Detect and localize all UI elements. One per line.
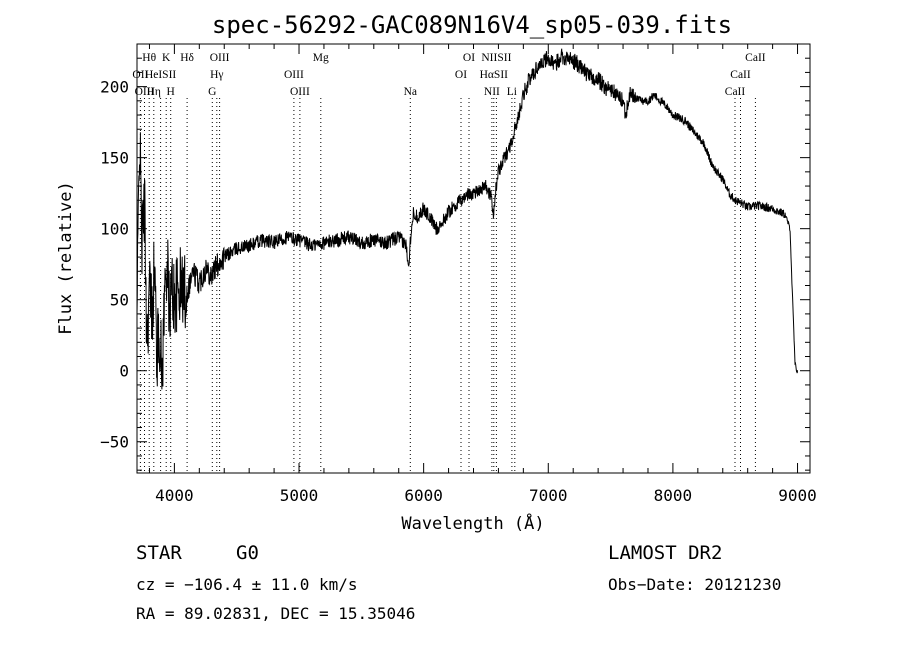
spectral-line-label: OI bbox=[463, 52, 475, 64]
spectral-line-label: Hγ bbox=[210, 69, 223, 81]
y-axis: −50 0 50 100 150 200 bbox=[100, 57, 810, 471]
spectral-line-label: CaII bbox=[730, 69, 751, 81]
spectral-line-label: CaII bbox=[725, 86, 746, 98]
spectral-line-label: HαSII bbox=[480, 69, 509, 81]
y-tick-label: −50 bbox=[100, 433, 129, 452]
y-tick-label: 0 bbox=[119, 362, 129, 381]
object-subclass: G0 bbox=[236, 542, 259, 564]
spectral-line-label: CaII bbox=[745, 52, 766, 64]
y-tick-label: 150 bbox=[100, 149, 129, 168]
spectral-line-label: OI bbox=[455, 69, 467, 81]
spectral-line-label: K bbox=[162, 52, 171, 64]
x-tick-label: 7000 bbox=[529, 486, 568, 505]
x-axis: 4000 5000 6000 7000 8000 9000 bbox=[148, 44, 817, 505]
y-tick-label: 100 bbox=[100, 220, 129, 239]
spectral-line-label: NIISII bbox=[481, 52, 511, 64]
spectral-line-label: Hδ bbox=[180, 52, 194, 64]
spectral-line-label: OIII bbox=[210, 52, 230, 64]
y-tick-label: 200 bbox=[100, 78, 129, 97]
spectral-line-label: OIII bbox=[290, 86, 310, 98]
x-tick-label: 5000 bbox=[280, 486, 319, 505]
spectral-line-label: NII bbox=[484, 86, 500, 98]
redshift-text: cz = −106.4 ± 11.0 km/s bbox=[136, 575, 358, 594]
survey-label: LAMOST DR2 bbox=[608, 542, 723, 564]
x-tick-label: 6000 bbox=[404, 486, 443, 505]
spectrum-series-line bbox=[136, 48, 799, 390]
x-tick-label: 4000 bbox=[155, 486, 194, 505]
spectral-line-label: Li bbox=[507, 86, 517, 98]
x-axis-label: Wavelength (Å) bbox=[401, 512, 544, 534]
spectral-line-label: OIII bbox=[284, 69, 304, 81]
spectral-line-label: Na bbox=[404, 86, 417, 98]
y-axis-label: Flux (relative) bbox=[56, 181, 76, 335]
spectral-line-label: OII bbox=[132, 69, 148, 81]
spectral-line-label: G bbox=[208, 86, 216, 98]
spectral-line-label: Mg bbox=[313, 52, 329, 64]
y-tick-label: 50 bbox=[110, 291, 129, 310]
obs-date-text: Obs−Date: 20121230 bbox=[608, 575, 782, 594]
spectral-line-label: H bbox=[167, 86, 175, 98]
spectral-line-label: HeISII bbox=[145, 69, 176, 81]
spectral-line-markers bbox=[139, 98, 756, 473]
spectral-line-label: OIII bbox=[135, 86, 155, 98]
plot-frame bbox=[136, 43, 811, 474]
spectral-line-label: Hθ bbox=[142, 52, 156, 64]
object-class: STAR bbox=[136, 542, 182, 564]
coordinates-text: RA = 89.02831, DEC = 15.35046 bbox=[136, 604, 416, 623]
chart-title: spec-56292-GAC089N16V4_sp05-039.fits bbox=[212, 11, 732, 39]
x-tick-label: 8000 bbox=[654, 486, 693, 505]
x-tick-label: 9000 bbox=[778, 486, 817, 505]
spectral-line-label: Hη bbox=[147, 86, 161, 98]
